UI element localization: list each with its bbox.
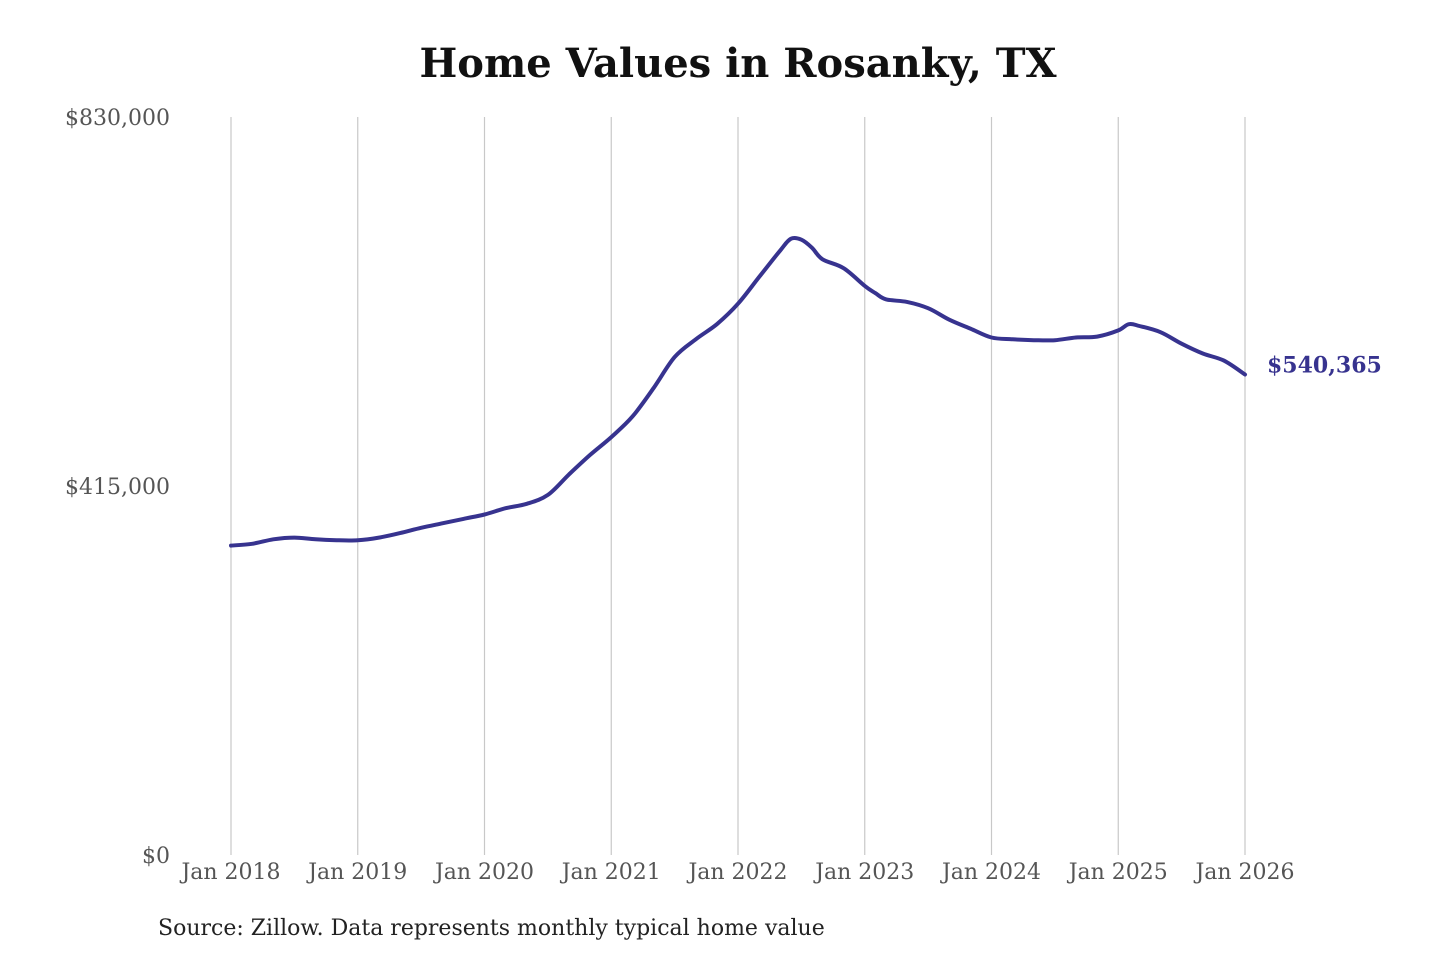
x-tick-label: Jan 2021 (560, 860, 661, 885)
home-value-line (229, 235, 1247, 548)
y-tick-label: $0 (142, 844, 170, 869)
x-tick-label: Jan 2026 (1193, 860, 1294, 885)
x-tick-label: Jan 2019 (306, 860, 407, 885)
x-tick-label: Jan 2020 (433, 860, 534, 885)
x-tick-label: Jan 2023 (813, 860, 914, 885)
latest-value-label: $540,365 (1267, 353, 1382, 379)
y-tick-label: $830,000 (65, 106, 170, 131)
source-note: Source: Zillow. Data represents monthly … (158, 916, 825, 941)
x-tick-label: Jan 2024 (940, 860, 1041, 885)
x-tick-label: Jan 2025 (1067, 860, 1168, 885)
x-tick-label: Jan 2018 (179, 860, 280, 885)
vertical-gridlines (230, 117, 1246, 855)
x-axis-tick-labels: Jan 2018 Jan 2019 Jan 2020 Jan 2021 Jan 2022… (179, 860, 1294, 885)
chart-title: Home Values in Rosanky, TX (419, 40, 1057, 87)
y-tick-label: $415,000 (65, 475, 170, 500)
x-tick-label: Jan 2022 (686, 860, 787, 885)
y-axis-tick-labels: $0 $415,000 $830,000 (65, 106, 170, 869)
